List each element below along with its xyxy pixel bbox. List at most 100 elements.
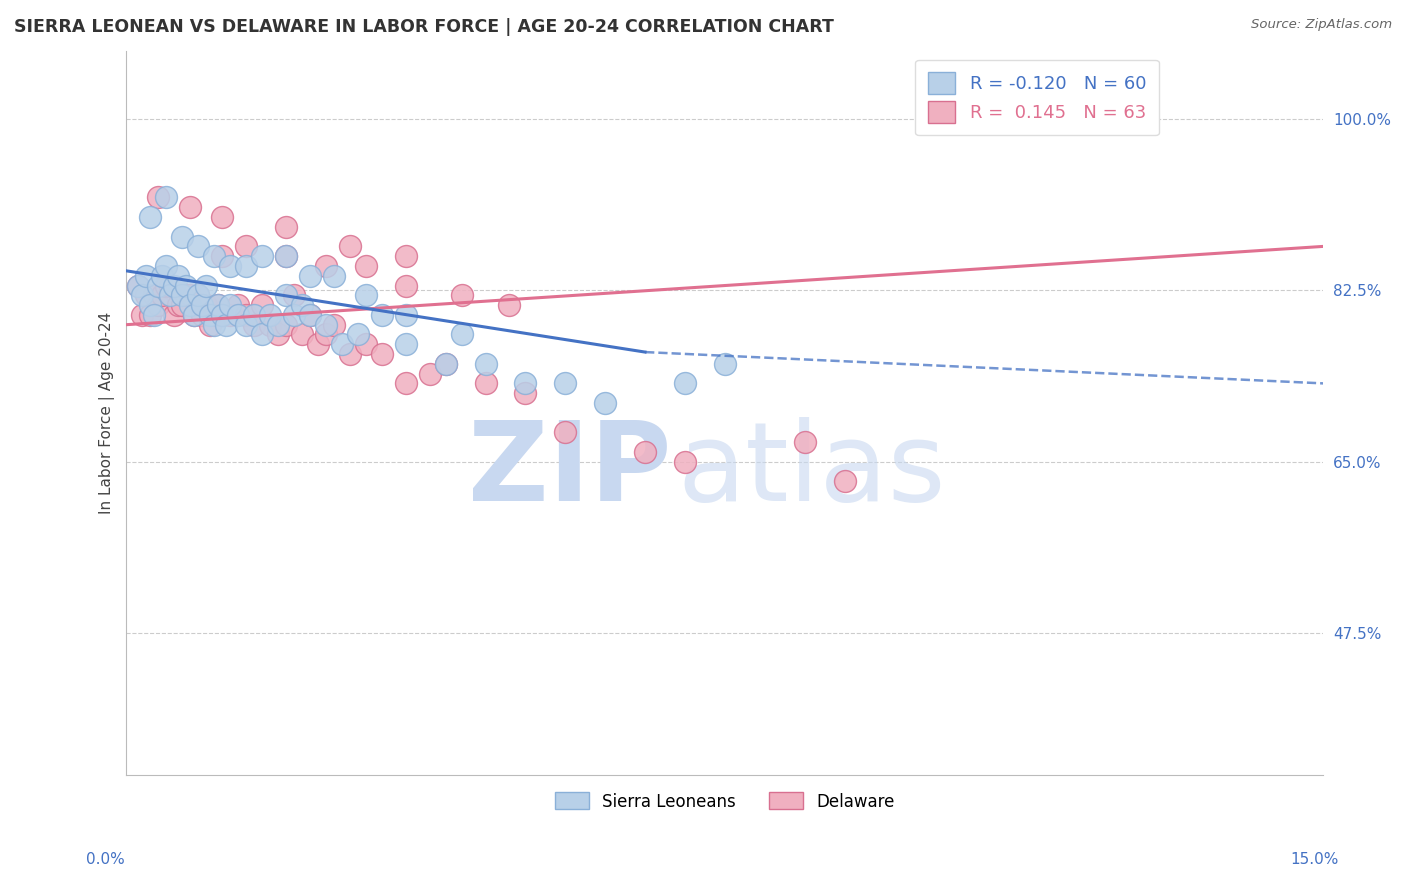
Point (250, 249, 273, 263)
Point (172, 288, 194, 302)
Point (419, 367, 441, 381)
Point (155, 259, 177, 273)
Point (395, 249, 418, 263)
Point (131, 308, 153, 322)
Point (634, 445, 657, 459)
Point (167, 298, 190, 312)
Point (339, 347, 361, 361)
Point (450, 327, 472, 342)
Point (155, 190, 177, 204)
Point (179, 288, 201, 302)
Point (135, 288, 157, 302)
Point (187, 239, 209, 253)
Text: 0.0%: 0.0% (86, 852, 125, 867)
Point (143, 308, 166, 322)
Legend: Sierra Leoneans, Delaware: Sierra Leoneans, Delaware (548, 786, 901, 817)
Point (219, 259, 242, 273)
Point (202, 318, 225, 332)
Point (354, 259, 377, 273)
Point (187, 288, 209, 302)
Point (127, 278, 149, 293)
Point (315, 327, 337, 342)
Point (450, 288, 472, 302)
Point (267, 327, 290, 342)
Point (195, 298, 218, 312)
Point (211, 308, 233, 322)
Point (226, 298, 249, 312)
Point (515, 386, 537, 401)
Point (135, 268, 157, 283)
Point (291, 298, 314, 312)
Point (159, 278, 181, 293)
Point (298, 268, 321, 283)
Point (274, 219, 297, 234)
Point (139, 308, 162, 322)
Point (322, 268, 344, 283)
Point (793, 435, 815, 450)
Point (250, 327, 273, 342)
Point (274, 288, 297, 302)
Point (163, 308, 186, 322)
Point (259, 318, 281, 332)
Point (187, 288, 209, 302)
Point (235, 308, 257, 322)
Point (554, 425, 576, 440)
Point (354, 288, 377, 302)
Point (434, 357, 457, 371)
Point (211, 210, 233, 224)
Point (235, 318, 257, 332)
Point (298, 308, 321, 322)
Point (148, 278, 170, 293)
Point (291, 327, 314, 342)
Point (226, 308, 249, 322)
Point (202, 308, 225, 322)
Point (127, 278, 149, 293)
Point (183, 308, 205, 322)
Point (172, 298, 194, 312)
Point (195, 278, 218, 293)
Point (498, 298, 520, 312)
Point (207, 298, 229, 312)
Point (283, 308, 305, 322)
Point (474, 357, 496, 371)
Point (191, 298, 214, 312)
Point (395, 376, 418, 391)
Point (211, 308, 233, 322)
Point (283, 288, 305, 302)
Point (243, 318, 266, 332)
Point (371, 347, 394, 361)
Point (235, 259, 257, 273)
Point (315, 318, 337, 332)
Point (339, 239, 361, 253)
Point (673, 376, 696, 391)
Text: SIERRA LEONEAN VS DELAWARE IN LABOR FORCE | AGE 20-24 CORRELATION CHART: SIERRA LEONEAN VS DELAWARE IN LABOR FORC… (14, 18, 834, 36)
Point (834, 475, 856, 489)
Y-axis label: In Labor Force | Age 20-24: In Labor Force | Age 20-24 (100, 311, 115, 514)
Point (714, 357, 737, 371)
Point (163, 278, 186, 293)
Point (259, 308, 281, 322)
Point (267, 318, 290, 332)
Point (219, 308, 242, 322)
Point (274, 249, 297, 263)
Point (176, 278, 198, 293)
Point (219, 298, 242, 312)
Point (673, 455, 696, 469)
Point (150, 288, 173, 302)
Point (155, 278, 177, 293)
Point (354, 337, 377, 351)
Point (322, 318, 344, 332)
Point (395, 308, 418, 322)
Point (179, 200, 201, 214)
Point (330, 337, 353, 351)
Point (148, 298, 170, 312)
Point (183, 308, 205, 322)
Point (307, 337, 329, 351)
Point (274, 249, 297, 263)
Point (395, 278, 418, 293)
Point (200, 308, 222, 322)
Point (434, 357, 457, 371)
Point (243, 308, 266, 322)
Point (176, 288, 198, 302)
Text: ZIP: ZIP (468, 417, 671, 524)
